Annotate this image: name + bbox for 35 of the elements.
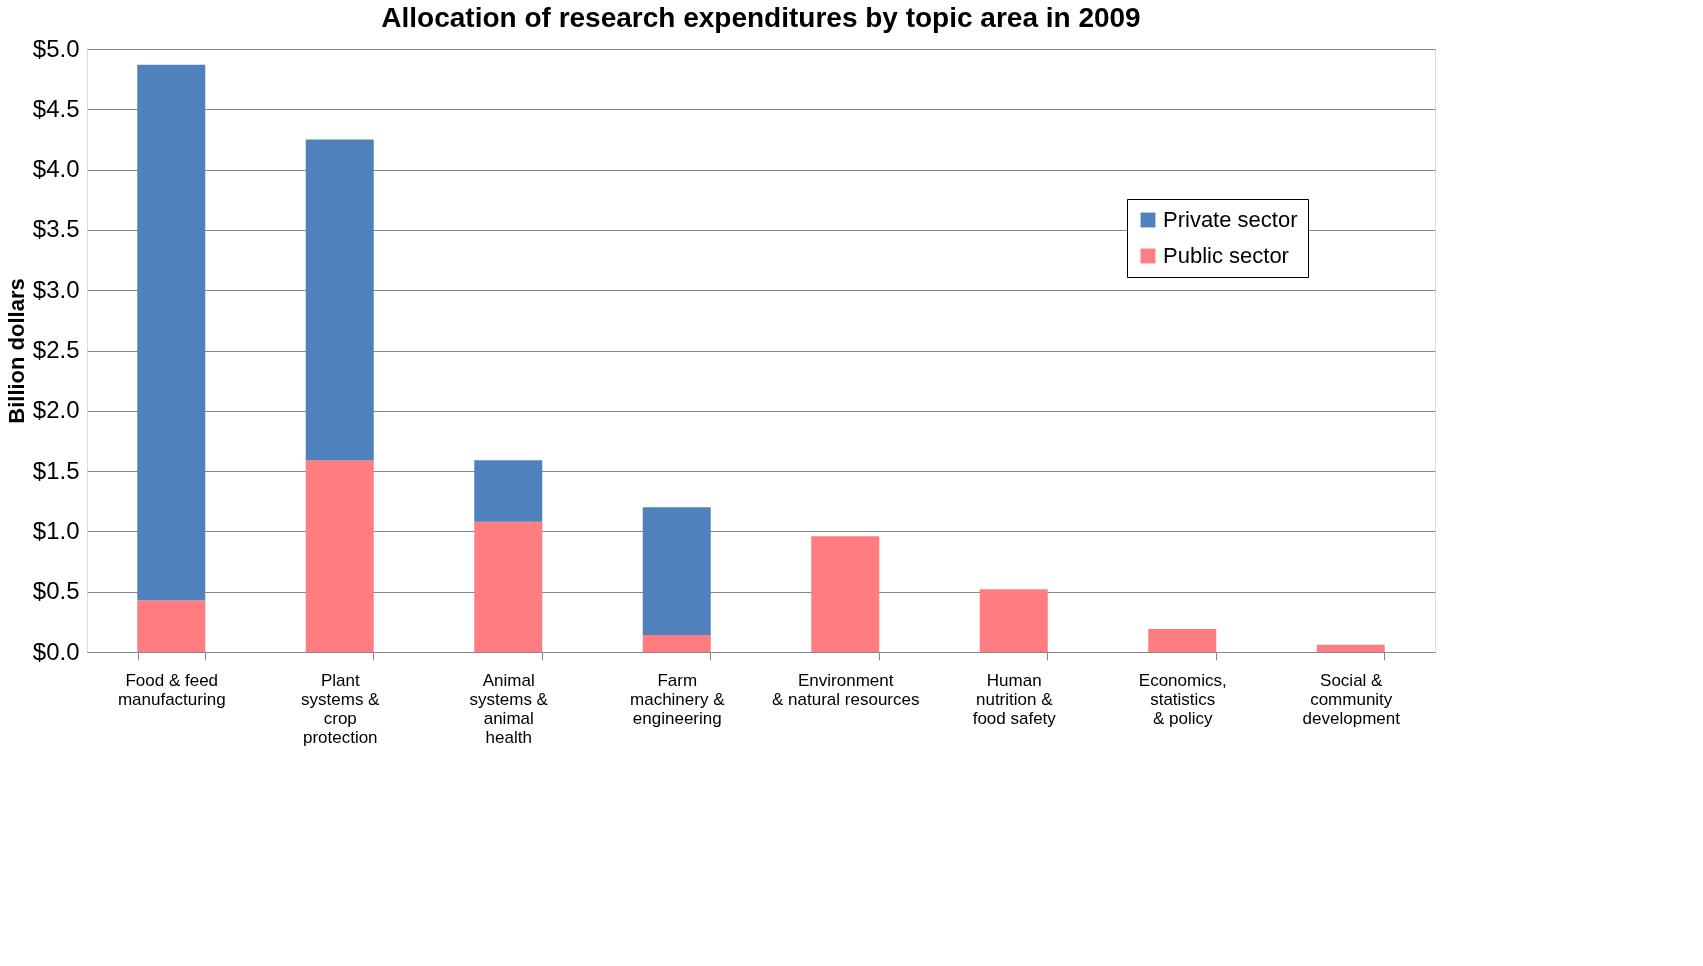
bar	[642, 507, 711, 636]
bar	[979, 589, 1048, 652]
x-tick-label: Farm machinery & engineering	[630, 670, 726, 728]
legend-label: Public sector	[1163, 243, 1289, 268]
y-tick-label: $3.5	[32, 215, 80, 243]
bar	[137, 64, 206, 601]
x-tick-label: Animal systems & animal health	[469, 670, 549, 747]
x-tick-label: Economics, statistics & policy	[1138, 670, 1227, 728]
y-tick-label: $3.0	[32, 275, 80, 303]
x-tick-label: Food & feed manufacturing	[117, 670, 226, 709]
y-tick-label: $0.0	[32, 637, 80, 665]
y-tick-label: $2.0	[32, 396, 80, 424]
chart-title: Allocation of research expenditures by topic area in 2009	[381, 2, 1141, 33]
bar	[811, 536, 880, 652]
y-tick-label: $5.0	[32, 34, 80, 62]
y-tick-label: $4.5	[32, 94, 80, 122]
y-tick-label: $1.0	[32, 516, 80, 544]
bar	[305, 139, 374, 461]
bar	[1316, 644, 1385, 652]
x-tick-label: Social & community development	[1302, 670, 1401, 728]
bar	[474, 521, 543, 652]
y-tick-label: $4.0	[32, 155, 80, 183]
y-tick-label: $1.5	[32, 456, 80, 484]
x-tick-label: Plant systems & crop protection	[301, 670, 381, 747]
bar	[305, 460, 374, 652]
x-tick-label: Human nutrition & food safety	[972, 670, 1057, 728]
x-tick-label: Environment & natural resources	[772, 670, 920, 709]
legend-label: Private sector	[1163, 207, 1298, 232]
bar	[137, 600, 206, 652]
bar	[642, 635, 711, 652]
bar	[474, 460, 543, 522]
bar	[1148, 629, 1217, 652]
y-tick-label: $2.5	[32, 336, 80, 363]
y-tick-label: $0.5	[32, 577, 80, 605]
y-axis-title: Billion dollars	[3, 278, 29, 424]
